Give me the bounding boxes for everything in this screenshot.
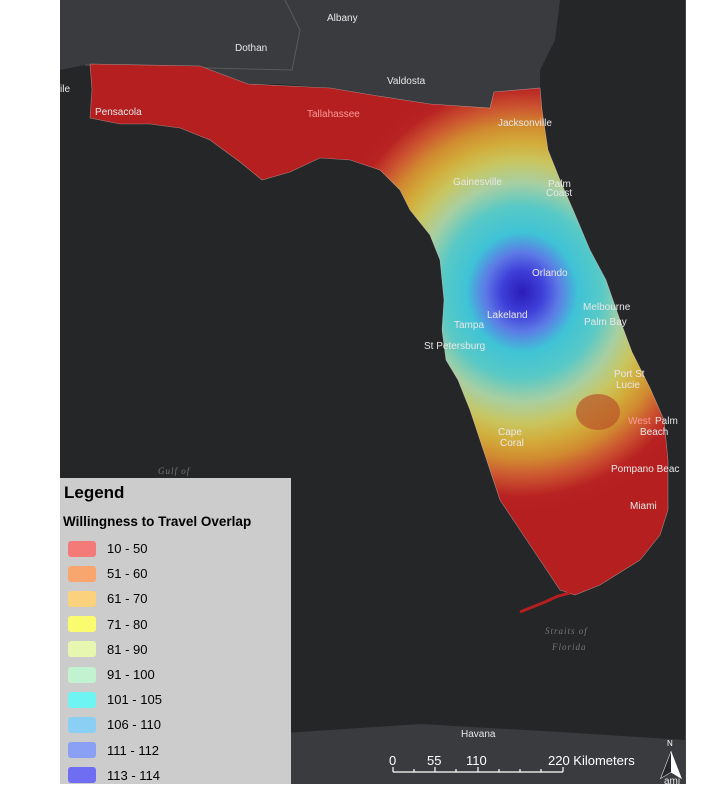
city-label: Valdosta <box>387 76 426 87</box>
city-label: Havana <box>461 729 496 740</box>
legend-list: 10 - 50 51 - 60 61 - 70 71 - 80 81 - 90 91 - … <box>68 536 162 788</box>
legend-item: 51 - 60 <box>68 561 162 586</box>
legend-subtitle: Willingness to Travel Overlap <box>63 514 252 529</box>
legend-swatch <box>68 616 96 633</box>
legend-item: 71 - 80 <box>68 612 162 637</box>
city-label: Gainesville <box>453 177 502 188</box>
city-label: Palm Bay <box>584 317 627 328</box>
water-label: Gulf of <box>158 466 191 476</box>
legend-label: 113 - 114 <box>107 767 161 783</box>
legend-item: 113 - 114 <box>68 763 162 788</box>
north-arrow-label: N <box>667 739 673 748</box>
legend-label: 10 - 50 <box>107 541 148 557</box>
city-label: Albany <box>327 13 358 24</box>
scale-bar: 0 55 110 220 Kilometers <box>385 745 655 785</box>
city-label: Pompano Beac <box>611 464 679 475</box>
scale-tick-label: 0 <box>389 753 397 768</box>
city-label: Lucie <box>616 380 640 391</box>
city-label: Beach <box>640 427 668 438</box>
scale-tick-label: 55 <box>427 753 442 768</box>
legend-swatch <box>68 742 96 759</box>
legend-swatch <box>68 666 96 683</box>
city-label: Cape <box>498 427 522 438</box>
city-label: Port St <box>614 369 645 380</box>
city-label: Tampa <box>454 320 484 331</box>
georgia-alabama-landmass <box>60 0 560 108</box>
city-label: Pensacola <box>95 107 142 118</box>
legend-swatch <box>68 540 96 557</box>
legend-item: 81 - 90 <box>68 637 162 662</box>
legend-item: 111 - 112 <box>68 738 162 763</box>
city-label: Orlando <box>532 268 568 279</box>
city-label: Palm <box>655 416 678 427</box>
city-label: Tallahassee <box>307 109 360 120</box>
legend-item: 61 - 70 <box>68 586 162 611</box>
city-label: St Petersburg <box>424 341 485 352</box>
city-label: ami <box>664 776 680 784</box>
city-label: Miami <box>630 501 657 512</box>
legend-swatch <box>68 767 96 784</box>
city-label: Jacksonville <box>498 118 552 129</box>
legend-label: 111 - 112 <box>107 742 160 758</box>
legend-panel: Legend Willingness to Travel Overlap 10 … <box>60 478 291 784</box>
legend-title: Legend <box>64 483 125 502</box>
legend-item: 101 - 105 <box>68 687 162 712</box>
legend-swatch <box>68 716 96 733</box>
legend-swatch <box>68 641 96 658</box>
legend-label: 61 - 70 <box>107 591 148 607</box>
north-arrow-icon: N <box>658 738 684 782</box>
legend-label: 51 - 60 <box>107 566 148 582</box>
city-label: Coast <box>546 188 572 199</box>
legend-item: 10 - 50 <box>68 536 162 561</box>
legend-label: 71 - 80 <box>107 616 148 632</box>
legend-label: 91 - 100 <box>107 667 155 683</box>
city-label: Coral <box>500 438 524 449</box>
legend-swatch <box>68 691 96 708</box>
scale-tick-label: 220 Kilometers <box>548 753 635 768</box>
city-label: Lakeland <box>487 310 528 321</box>
city-label: Palm <box>548 179 571 190</box>
legend-label: 106 - 110 <box>107 717 161 733</box>
florida-keys <box>519 591 571 614</box>
legend-swatch <box>68 565 96 582</box>
legend-swatch <box>68 590 96 607</box>
legend-label: 81 - 90 <box>107 641 148 657</box>
legend-item: 91 - 100 <box>68 662 162 687</box>
scale-tick-label: 110 <box>466 753 487 768</box>
florida-outline <box>89 63 669 596</box>
city-label: West <box>628 416 651 427</box>
water-label: Florida <box>551 642 587 652</box>
water-label: Straits of <box>545 626 588 636</box>
city-label: Melbourne <box>583 302 631 313</box>
city-label: ile <box>60 84 70 95</box>
scale-bar-graphic <box>392 767 564 773</box>
legend-label: 101 - 105 <box>107 692 162 708</box>
city-label: Dothan <box>235 43 267 54</box>
legend-item: 106 - 110 <box>68 712 162 737</box>
